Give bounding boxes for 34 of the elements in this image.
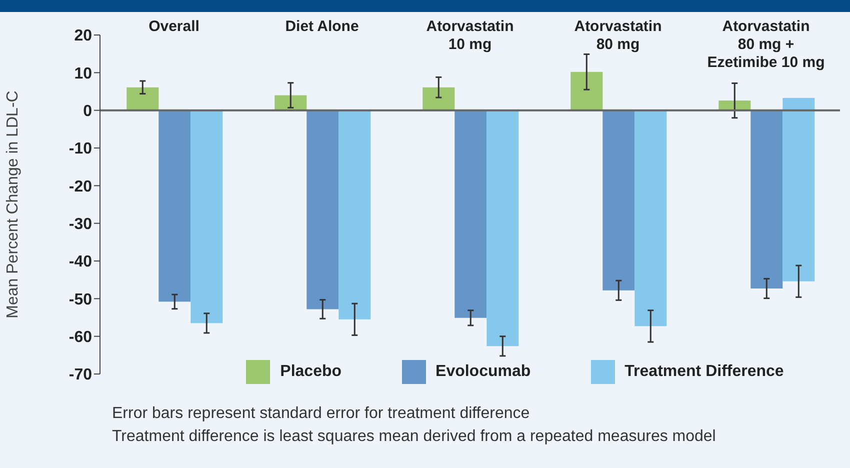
y-tick-label: 0 xyxy=(83,103,92,120)
bar xyxy=(190,110,223,324)
bar xyxy=(750,110,783,288)
x-tick-label: Overall xyxy=(148,18,200,35)
y-tick-label: -50 xyxy=(68,291,92,308)
y-axis-title: Mean Percent Change in LDL-C xyxy=(4,90,22,318)
legend-label: Treatment Difference xyxy=(624,363,784,381)
y-tick-label: -70 xyxy=(68,366,92,384)
bar xyxy=(570,72,603,110)
legend-label: Evolocumab xyxy=(436,363,531,381)
bar xyxy=(454,110,487,318)
x-tick-label: Atorvastatin 80 mg xyxy=(574,18,662,53)
x-tick-label: Atorvastatin 10 mg xyxy=(426,18,514,53)
legend-label: Placebo xyxy=(280,363,342,381)
y-tick-label: -40 xyxy=(68,254,92,271)
bar xyxy=(602,110,635,290)
text: Error bars represent standard error for treatment difference xyxy=(112,404,531,424)
bar xyxy=(634,110,667,326)
y-tick-label: -30 xyxy=(68,216,92,234)
y-tick-label: -60 xyxy=(68,329,92,346)
y-tick-label: 20 xyxy=(74,28,92,45)
x-tick-label: Diet Alone xyxy=(285,18,359,35)
y-tick-label: 10 xyxy=(74,65,92,82)
y-tick-label: -20 xyxy=(68,178,92,196)
bar xyxy=(338,110,371,320)
text: Treatment difference is least squares mean derived from a repeated measures model xyxy=(112,427,716,447)
y-tick-label: -10 xyxy=(68,140,92,158)
bar xyxy=(422,87,455,110)
bar xyxy=(486,110,519,346)
bar xyxy=(126,87,159,110)
bar xyxy=(782,98,815,282)
bar xyxy=(158,110,191,302)
bar xyxy=(306,110,339,310)
x-tick-label: Atorvastatin 80 mg + Ezetimibe 10 mg xyxy=(707,18,825,71)
